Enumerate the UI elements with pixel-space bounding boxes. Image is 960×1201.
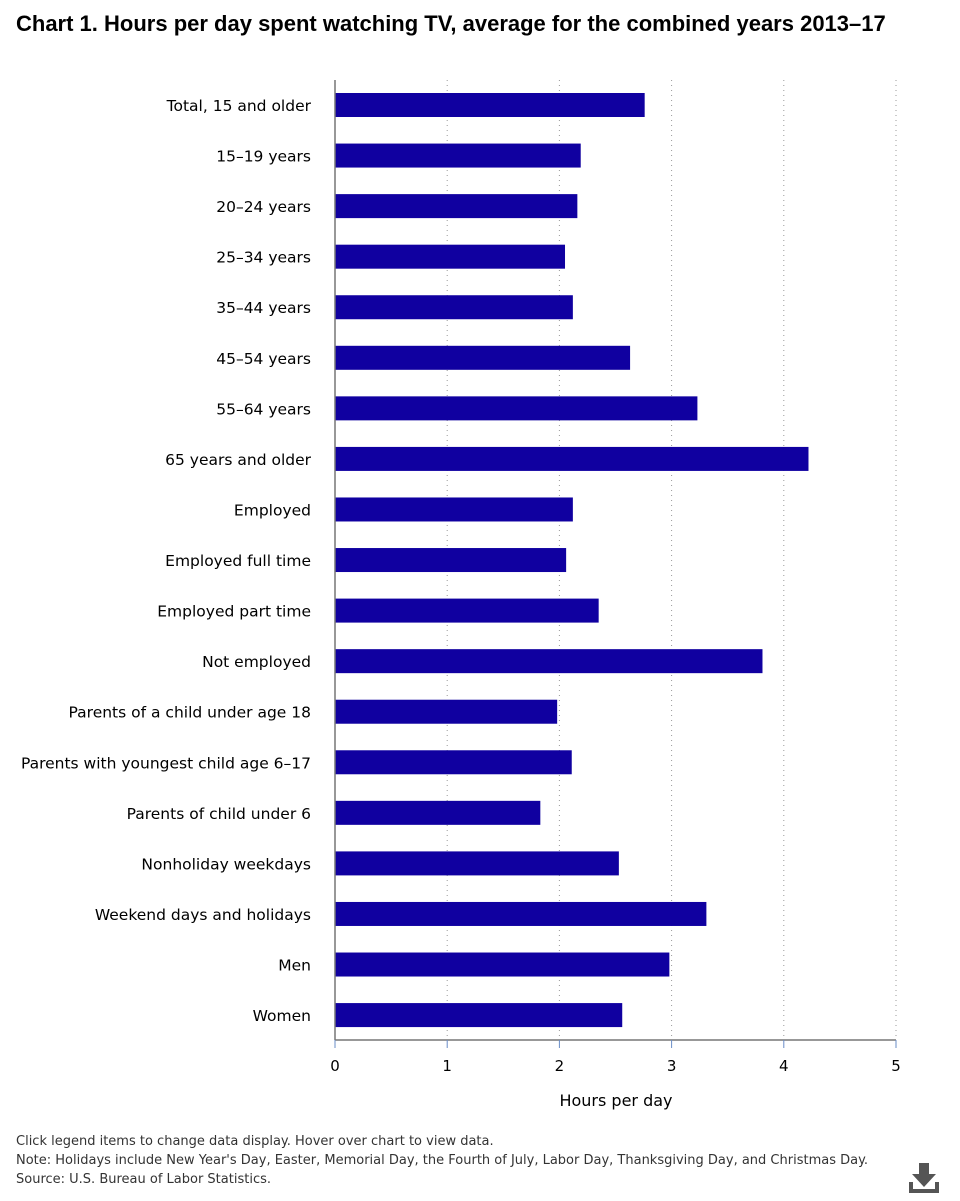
- bar-12[interactable]: [335, 699, 558, 724]
- category-label-8: Employed: [234, 501, 311, 519]
- x-tick-label-1: 1: [442, 1057, 452, 1075]
- category-labels: Total, 15 and older 15–19 years 20–24 year…: [21, 97, 312, 1025]
- x-tick-labels: 0 1 2 3 4 5: [330, 1057, 901, 1075]
- category-label-7: 65 years and older: [165, 451, 311, 469]
- category-label-3: 25–34 years: [216, 249, 311, 267]
- bar-17[interactable]: [335, 952, 670, 977]
- category-label-2: 20–24 years: [216, 198, 311, 216]
- bar-9[interactable]: [335, 548, 567, 573]
- category-label-16: Weekend days and holidays: [95, 906, 311, 924]
- footer-note: Note: Holidays include New Year's Day, E…: [16, 1153, 869, 1168]
- category-label-4: 35–44 years: [216, 299, 311, 317]
- category-label-13: Parents with youngest child age 6–17: [21, 754, 311, 772]
- category-label-15: Nonholiday weekdays: [141, 855, 311, 873]
- footer-source: Source: U.S. Bureau of Labor Statistics.: [16, 1172, 271, 1187]
- x-axis-label: Hours per day: [559, 1091, 672, 1110]
- download-icon-graphic: [909, 1163, 939, 1193]
- download-icon[interactable]: [906, 1160, 942, 1196]
- category-label-9: Employed full time: [165, 552, 311, 570]
- bar-11[interactable]: [335, 649, 763, 674]
- category-label-17: Men: [278, 957, 311, 975]
- bar-2[interactable]: [335, 194, 578, 219]
- bars-group[interactable]: [335, 93, 809, 1028]
- bar-chart[interactable]: Total, 15 and older 15–19 years 20–24 year…: [0, 0, 960, 1125]
- bar-8[interactable]: [335, 497, 573, 522]
- bar-6[interactable]: [335, 396, 698, 421]
- x-tick-label-4: 4: [779, 1057, 789, 1075]
- bar-15[interactable]: [335, 851, 619, 876]
- bar-16[interactable]: [335, 901, 707, 926]
- category-label-14: Parents of child under 6: [127, 805, 311, 823]
- chart-footer: Click legend items to change data displa…: [16, 1132, 916, 1189]
- category-label-5: 45–54 years: [216, 350, 311, 368]
- category-label-0: Total, 15 and older: [166, 97, 312, 115]
- category-label-18: Women: [253, 1007, 311, 1025]
- bar-10[interactable]: [335, 598, 599, 623]
- bar-13[interactable]: [335, 750, 572, 775]
- bar-1[interactable]: [335, 143, 581, 168]
- category-label-1: 15–19 years: [216, 148, 311, 166]
- category-label-11: Not employed: [202, 653, 311, 671]
- category-label-10: Employed part time: [157, 603, 311, 621]
- x-tick-label-2: 2: [555, 1057, 565, 1075]
- chart-title: Chart 1. Hours per day spent watching TV…: [16, 11, 886, 36]
- bar-3[interactable]: [335, 244, 566, 269]
- category-label-6: 55–64 years: [216, 400, 311, 418]
- bar-4[interactable]: [335, 295, 573, 320]
- category-label-12: Parents of a child under age 18: [69, 704, 311, 722]
- x-tick-label-0: 0: [330, 1057, 340, 1075]
- x-tick-label-5: 5: [891, 1057, 901, 1075]
- bar-0[interactable]: [335, 93, 645, 117]
- bar-14[interactable]: [335, 800, 541, 825]
- bar-18[interactable]: [335, 1003, 623, 1028]
- x-tick-label-3: 3: [667, 1057, 677, 1075]
- bar-5[interactable]: [335, 345, 631, 370]
- bar-7[interactable]: [335, 446, 809, 471]
- axes-group: [334, 80, 897, 1048]
- footer-instruction: Click legend items to change data displa…: [16, 1134, 494, 1149]
